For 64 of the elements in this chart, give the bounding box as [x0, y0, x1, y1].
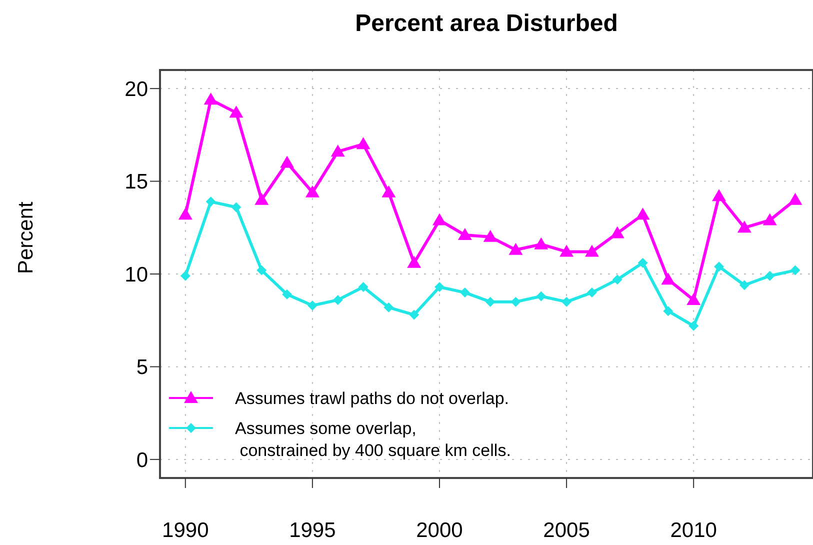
point — [382, 185, 396, 198]
x-tick-label: 2005 — [543, 518, 590, 542]
point — [788, 192, 802, 205]
point — [483, 230, 498, 242]
y-axis-title: Percent — [14, 201, 38, 274]
point — [562, 296, 572, 307]
point — [282, 289, 292, 300]
point — [358, 282, 368, 292]
point — [178, 208, 192, 220]
point — [330, 144, 345, 157]
point — [764, 270, 775, 281]
point — [584, 244, 599, 257]
point — [586, 288, 597, 298]
point — [536, 291, 546, 302]
point — [485, 296, 496, 307]
y-tick-label: 15 — [124, 170, 148, 194]
point — [762, 213, 777, 226]
point — [508, 242, 523, 255]
point — [409, 310, 420, 320]
point — [737, 220, 752, 233]
chart-title: Percent area Disturbed — [354, 10, 619, 38]
point — [661, 272, 676, 285]
point — [206, 196, 216, 207]
point — [458, 228, 472, 240]
point — [254, 192, 269, 205]
legend-label: Assumes trawl paths do not overlap. — [235, 389, 510, 408]
point — [384, 302, 394, 312]
point — [714, 262, 724, 272]
point — [560, 244, 574, 257]
point — [229, 106, 244, 118]
point — [407, 256, 422, 268]
y-tick-label: 20 — [124, 78, 148, 101]
point — [307, 300, 318, 311]
point — [534, 237, 548, 250]
point — [180, 270, 190, 281]
point — [434, 282, 444, 292]
point — [712, 189, 726, 202]
point — [612, 274, 622, 285]
point — [305, 185, 320, 198]
point — [460, 288, 470, 298]
y-tick-label: 5 — [136, 356, 148, 380]
point — [638, 258, 648, 268]
point — [204, 92, 218, 105]
point — [231, 202, 242, 212]
point — [663, 306, 674, 316]
point — [332, 294, 343, 305]
y-tick-label: 0 — [136, 448, 148, 472]
point — [636, 208, 650, 220]
point — [356, 137, 370, 150]
x-tick-label: 2010 — [670, 518, 717, 542]
point — [256, 265, 267, 276]
point — [688, 320, 699, 331]
point — [280, 156, 294, 168]
point — [790, 265, 800, 276]
legend-label: Assumes some overlap, constrained by 400 square km cells. — [235, 419, 511, 460]
y-tick-label: 10 — [124, 263, 148, 286]
point — [432, 213, 446, 226]
x-tick-label: 1990 — [162, 518, 209, 542]
point — [610, 226, 624, 238]
point — [510, 296, 521, 307]
point — [686, 292, 701, 305]
x-tick-label: 1995 — [289, 518, 336, 542]
x-tick-label: 2000 — [416, 518, 463, 542]
point — [739, 280, 750, 290]
